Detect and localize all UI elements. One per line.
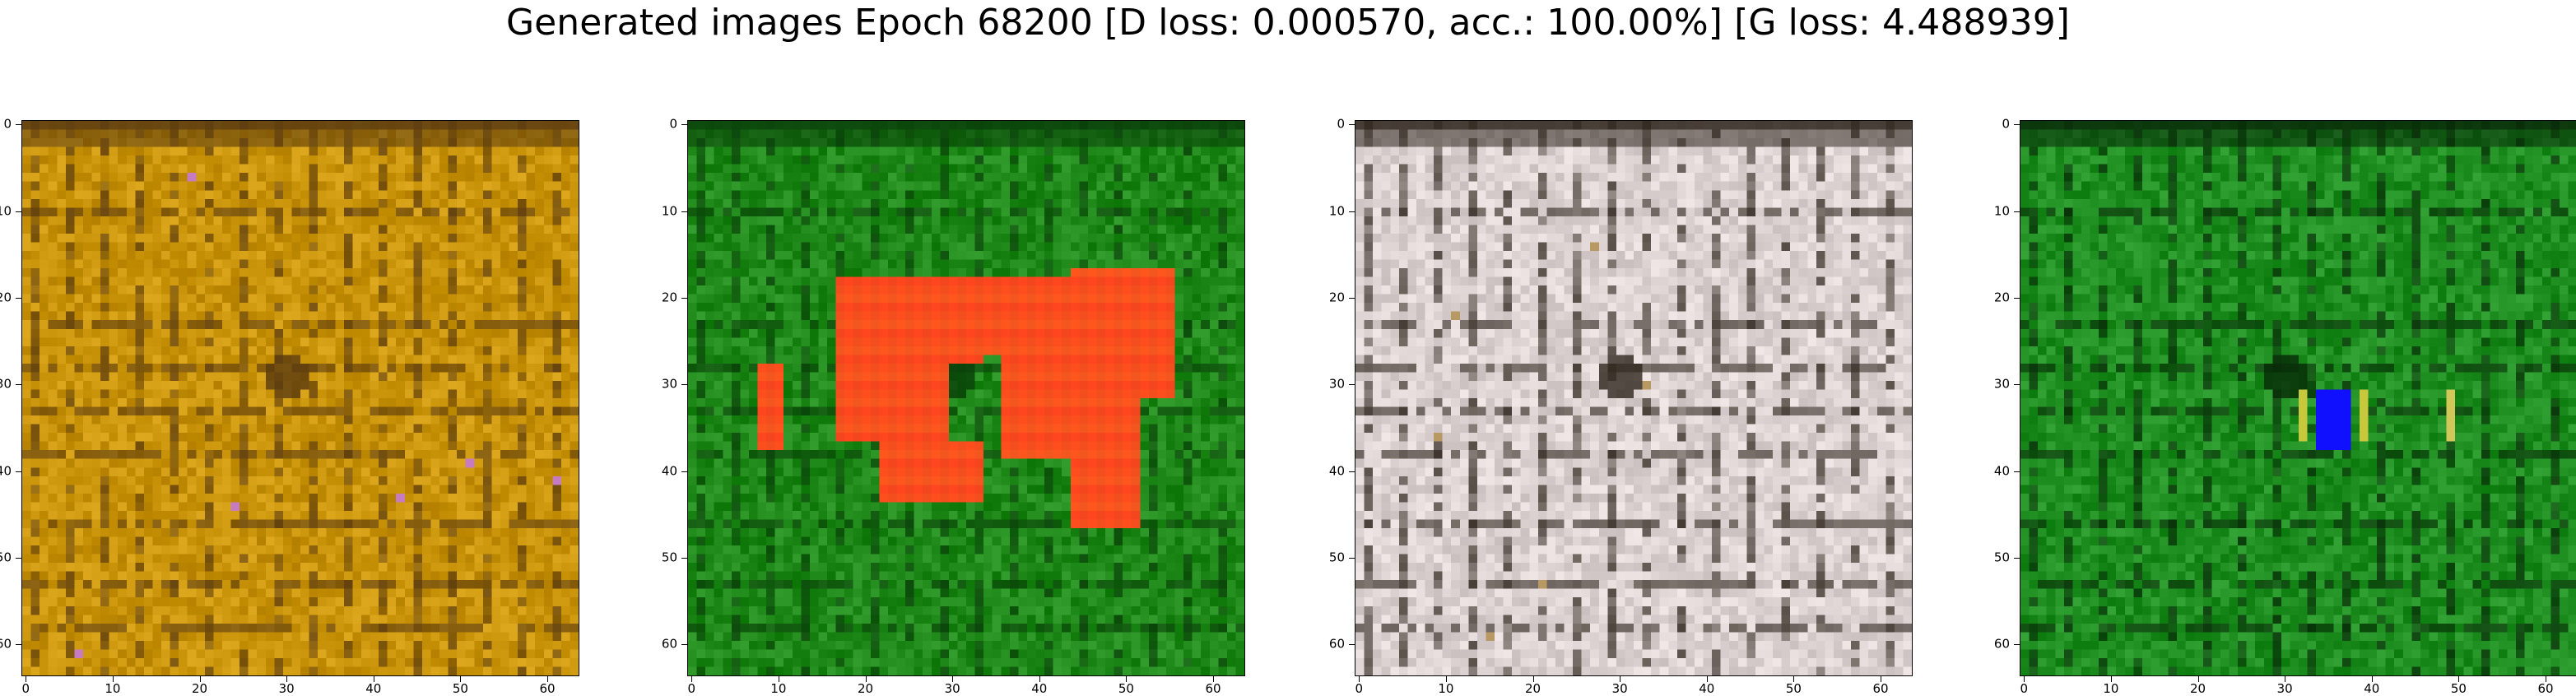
- figure-title: Generated images Epoch 68200 [D loss: 0.…: [0, 2, 2576, 44]
- image-frame-2: [687, 120, 1245, 676]
- generated-image-2: [688, 121, 1244, 675]
- y-tick: [2014, 644, 2020, 645]
- y-tick: [2014, 124, 2020, 125]
- y-tick-label: 60: [1985, 638, 2010, 651]
- y-tick-label: 40: [1320, 465, 1345, 477]
- y-tick: [1349, 124, 1355, 125]
- x-tick-label: 10: [105, 683, 120, 695]
- y-tick-label: 0: [1985, 118, 2010, 131]
- y-tick: [2014, 384, 2020, 385]
- y-tick-label: 20: [1320, 291, 1345, 304]
- y-tick-label: 20: [0, 291, 12, 304]
- generated-image-3: [1355, 121, 1912, 675]
- y-tick: [1349, 558, 1355, 559]
- x-tick-label: 10: [1438, 683, 1453, 695]
- x-tick-label: 0: [1355, 683, 1364, 695]
- y-tick-label: 0: [0, 118, 12, 131]
- x-tick-label: 50: [1786, 683, 1802, 695]
- y-tick-label: 40: [0, 465, 12, 477]
- x-tick-label: 60: [2537, 683, 2553, 695]
- y-tick-label: 30: [1320, 378, 1345, 391]
- y-tick: [16, 558, 21, 559]
- y-tick-label: 10: [653, 205, 677, 217]
- x-tick-label: 40: [1031, 683, 1047, 695]
- x-tick-label: 0: [2020, 683, 2029, 695]
- y-tick-label: 50: [1985, 551, 2010, 564]
- y-tick: [16, 124, 21, 125]
- y-tick-label: 60: [0, 638, 12, 651]
- y-tick-label: 50: [1320, 551, 1345, 564]
- x-tick-label: 40: [365, 683, 381, 695]
- y-tick: [2014, 471, 2020, 472]
- y-tick-label: 0: [653, 118, 677, 131]
- x-tick-label: 30: [945, 683, 960, 695]
- y-tick: [681, 298, 687, 299]
- y-tick: [681, 211, 687, 212]
- y-tick: [1349, 298, 1355, 299]
- y-tick-label: 40: [653, 465, 677, 477]
- y-tick: [1349, 644, 1355, 645]
- y-tick-label: 50: [0, 551, 12, 564]
- x-tick-label: 60: [1205, 683, 1221, 695]
- image-frame-4: [2020, 120, 2576, 676]
- y-tick-label: 30: [1985, 378, 2010, 391]
- x-tick-label: 30: [1612, 683, 1628, 695]
- y-tick-label: 60: [653, 638, 677, 651]
- y-tick: [16, 384, 21, 385]
- y-tick: [681, 384, 687, 385]
- image-frame-1: [21, 120, 579, 676]
- x-tick-label: 20: [1525, 683, 1541, 695]
- y-tick: [681, 124, 687, 125]
- y-tick: [1349, 211, 1355, 212]
- x-tick-label: 20: [858, 683, 873, 695]
- y-tick-label: 40: [1985, 465, 2010, 477]
- y-tick-label: 60: [1320, 638, 1345, 651]
- y-tick: [1349, 471, 1355, 472]
- generated-image-panel-1: 0 0 10 10 20 20 30 30 40 40 50 50 60 60: [21, 120, 579, 676]
- x-tick-label: 60: [1872, 683, 1888, 695]
- y-tick-label: 0: [1320, 118, 1345, 131]
- x-tick-label: 20: [2190, 683, 2206, 695]
- x-tick-label: 40: [1699, 683, 1714, 695]
- y-tick: [2014, 211, 2020, 212]
- y-tick-label: 10: [0, 205, 12, 217]
- y-tick-label: 20: [1985, 291, 2010, 304]
- generated-image-panel-3: 0 0 10 10 20 20 30 30 40 40 50 50 60 60: [1355, 120, 1913, 676]
- y-tick: [681, 558, 687, 559]
- x-tick-label: 50: [453, 683, 468, 695]
- x-tick-label: 0: [22, 683, 30, 695]
- generated-image-panel-2: 0 0 10 10 20 20 30 30 40 40 50 50 60 60: [687, 120, 1245, 676]
- y-tick: [16, 298, 21, 299]
- x-tick-label: 20: [192, 683, 207, 695]
- y-tick-label: 30: [0, 378, 12, 391]
- y-tick: [681, 471, 687, 472]
- image-frame-3: [1355, 120, 1913, 676]
- x-tick-label: 40: [2364, 683, 2379, 695]
- y-tick-label: 30: [653, 378, 677, 391]
- y-tick: [16, 471, 21, 472]
- y-tick: [16, 211, 21, 212]
- x-tick-label: 50: [2451, 683, 2467, 695]
- generated-image-panel-4: 0 0 10 10 20 20 30 30 40 40 50 50 60 60: [2020, 120, 2576, 676]
- x-tick-label: 10: [770, 683, 786, 695]
- y-tick-label: 10: [1985, 205, 2010, 217]
- y-tick-label: 50: [653, 551, 677, 564]
- y-tick: [2014, 298, 2020, 299]
- y-tick: [16, 644, 21, 645]
- y-tick: [681, 644, 687, 645]
- y-tick-label: 10: [1320, 205, 1345, 217]
- x-tick-label: 50: [1118, 683, 1134, 695]
- generated-image-4: [2020, 121, 2576, 675]
- x-tick-label: 60: [539, 683, 555, 695]
- x-tick-label: 0: [688, 683, 696, 695]
- y-tick: [2014, 558, 2020, 559]
- y-tick-label: 20: [653, 291, 677, 304]
- y-tick: [1349, 384, 1355, 385]
- generated-image-1: [22, 121, 579, 675]
- x-tick-label: 30: [2277, 683, 2293, 695]
- x-tick-label: 30: [279, 683, 295, 695]
- x-tick-label: 10: [2103, 683, 2118, 695]
